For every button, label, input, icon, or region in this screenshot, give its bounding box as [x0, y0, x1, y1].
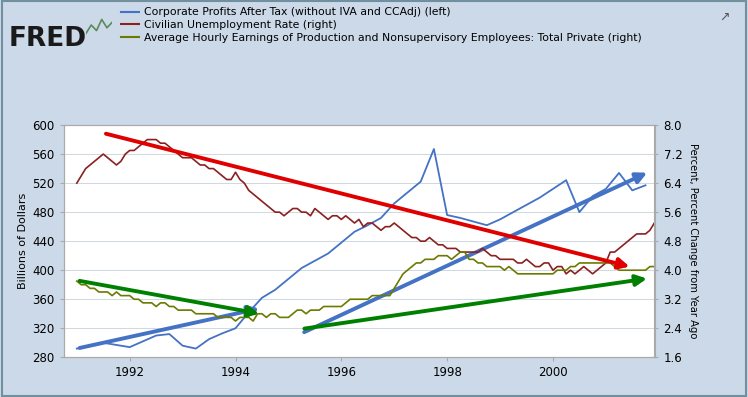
Text: ↗: ↗ — [719, 11, 729, 24]
Text: FRED: FRED — [9, 26, 87, 52]
Y-axis label: Percent, Percent Change from Year Ago: Percent, Percent Change from Year Ago — [688, 143, 698, 339]
Y-axis label: Billions of Dollars: Billions of Dollars — [18, 193, 28, 289]
Legend: Corporate Profits After Tax (without IVA and CCAdj) (left), Civilian Unemploymen: Corporate Profits After Tax (without IVA… — [121, 8, 642, 43]
